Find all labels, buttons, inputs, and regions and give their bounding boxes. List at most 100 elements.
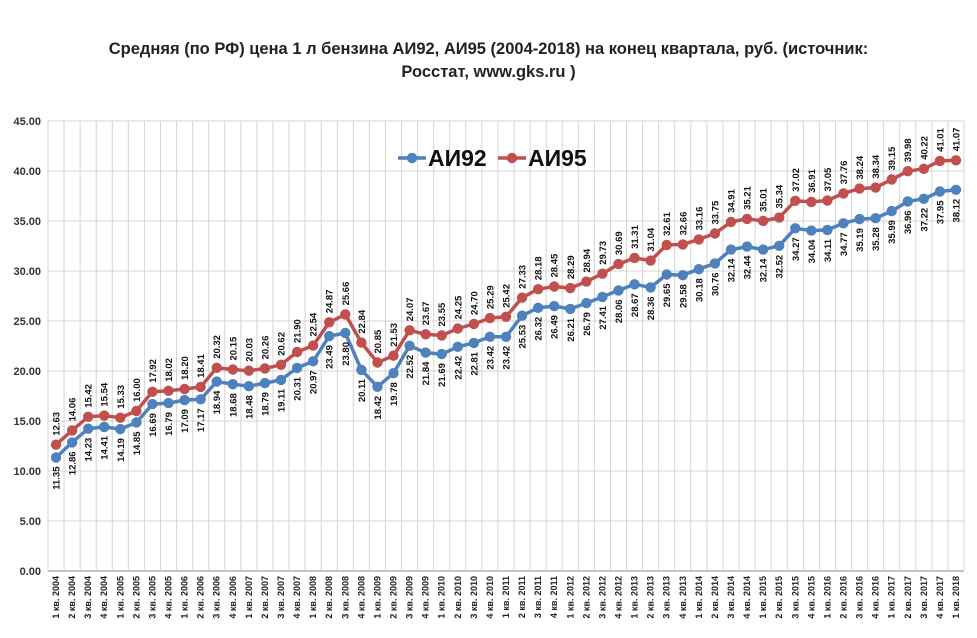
data-point <box>597 268 608 279</box>
data-label: 19.11 <box>277 388 288 412</box>
data-point <box>838 218 849 229</box>
x-tick-label: 3 кв. 2005 <box>147 576 157 619</box>
data-point <box>741 241 753 252</box>
data-label: 19.78 <box>389 382 400 406</box>
data-point <box>211 376 222 387</box>
data-point <box>500 311 512 322</box>
x-tick-label: 4 кв. 2007 <box>292 576 302 619</box>
data-label: 31.31 <box>630 224 641 248</box>
data-point <box>468 318 480 330</box>
data-label: 26.32 <box>534 317 545 341</box>
data-label: 37.05 <box>823 167 834 191</box>
x-tick-label: 1 кв. 2008 <box>308 576 318 619</box>
data-label: 24.07 <box>405 298 416 322</box>
data-point <box>163 385 174 396</box>
data-point <box>115 423 126 435</box>
data-label: 14.85 <box>132 431 143 455</box>
data-point <box>66 437 78 448</box>
data-point <box>870 182 881 193</box>
y-tick-label: 15.00 <box>13 416 41 428</box>
x-tick-label: 3 кв. 2017 <box>919 576 929 619</box>
data-label: 32.66 <box>678 212 689 236</box>
x-tick-label: 3 кв. 2009 <box>405 576 415 619</box>
data-label: 23.55 <box>437 302 448 326</box>
x-tick-label: 4 кв. 2005 <box>164 576 174 619</box>
data-label: 15.42 <box>84 384 95 408</box>
data-label: 34.91 <box>726 188 737 212</box>
data-point <box>291 346 303 358</box>
data-label: 23.42 <box>502 346 513 370</box>
data-point <box>950 155 962 166</box>
data-point <box>854 213 865 225</box>
data-label: 17.92 <box>148 359 159 383</box>
data-label: 32.14 <box>726 258 737 282</box>
x-tick-label: 4 кв. 2014 <box>742 576 752 619</box>
data-label: 28.94 <box>582 248 593 272</box>
data-label: 34.04 <box>807 239 818 263</box>
data-labels: 11.35 12.86 14.23 14.41 14.19 14.85 16.69 16.79… <box>52 127 963 489</box>
data-point <box>838 188 849 199</box>
data-label: 26.49 <box>550 315 561 339</box>
data-label: 22.54 <box>309 312 320 336</box>
data-label: 22.84 <box>357 309 368 333</box>
data-label: 39.15 <box>887 146 898 170</box>
data-label: 20.26 <box>260 336 271 360</box>
data-label: 28.29 <box>566 255 577 279</box>
x-axis: 1 кв. 2004 2 кв. 2004 3 кв. 2004 4 кв. 2004… <box>51 576 961 619</box>
data-point <box>773 212 785 223</box>
data-point <box>468 337 480 349</box>
x-tick-label: 1 кв. 2013 <box>630 576 640 619</box>
data-label: 30.18 <box>694 278 705 302</box>
data-label: 41.01 <box>935 127 946 151</box>
x-tick-label: 1 кв. 2006 <box>180 576 190 619</box>
data-label: 14.23 <box>84 438 95 462</box>
x-tick-label: 2 кв. 2011 <box>517 576 527 618</box>
data-label: 18.94 <box>212 390 223 414</box>
data-point <box>356 337 367 348</box>
data-label: 23.67 <box>421 302 432 326</box>
data-point <box>565 282 576 294</box>
data-label: 24.87 <box>325 290 336 314</box>
x-tick-label: 4 кв. 2009 <box>421 576 431 619</box>
x-tick-label: 2 кв. 2007 <box>260 576 270 619</box>
data-label: 24.25 <box>453 295 464 319</box>
data-point <box>886 174 897 185</box>
data-point <box>709 258 721 269</box>
chart-legend: АИ92 АИ95 <box>398 145 587 171</box>
data-point <box>902 166 913 177</box>
x-tick-label: 4 кв. 2013 <box>678 576 688 619</box>
data-label: 17.17 <box>196 408 207 432</box>
data-point <box>677 239 688 250</box>
data-label: 22.42 <box>453 356 464 380</box>
data-label: 16.69 <box>148 413 159 437</box>
chart-title: Средняя (по РФ) цена 1 л бензина АИ92, А… <box>0 38 977 84</box>
data-point <box>581 297 592 309</box>
x-tick-label: 4 кв. 2012 <box>613 576 623 619</box>
x-tick-label: 2 кв. 2014 <box>710 576 720 619</box>
y-tick-label: 20.00 <box>13 366 41 378</box>
data-label: 17.09 <box>180 409 191 433</box>
data-point <box>259 363 271 374</box>
x-tick-label: 2 кв. 2013 <box>646 576 656 619</box>
x-tick-label: 3 кв. 2012 <box>597 576 607 619</box>
x-tick-label: 4 кв. 2015 <box>806 576 816 619</box>
data-label: 18.79 <box>260 392 271 416</box>
data-label: 38.24 <box>855 155 866 179</box>
data-label: 29.65 <box>662 283 673 307</box>
data-point <box>629 252 640 264</box>
data-point <box>661 269 672 280</box>
data-point <box>115 412 126 423</box>
data-label: 20.03 <box>244 338 255 362</box>
data-point <box>356 364 367 376</box>
data-point <box>693 234 705 245</box>
x-tick-label: 1 кв. 2018 <box>951 576 961 619</box>
data-point <box>613 285 624 296</box>
data-point <box>950 184 962 195</box>
x-tick-label: 3 кв. 2011 <box>533 576 543 618</box>
data-label: 35.28 <box>871 227 882 251</box>
chart-title-line-2: Росстат, www.gks.ru ) <box>401 63 576 81</box>
data-point <box>99 410 110 421</box>
data-label: 35.21 <box>743 185 754 209</box>
data-label: 33.16 <box>694 207 705 231</box>
data-point <box>291 362 303 374</box>
